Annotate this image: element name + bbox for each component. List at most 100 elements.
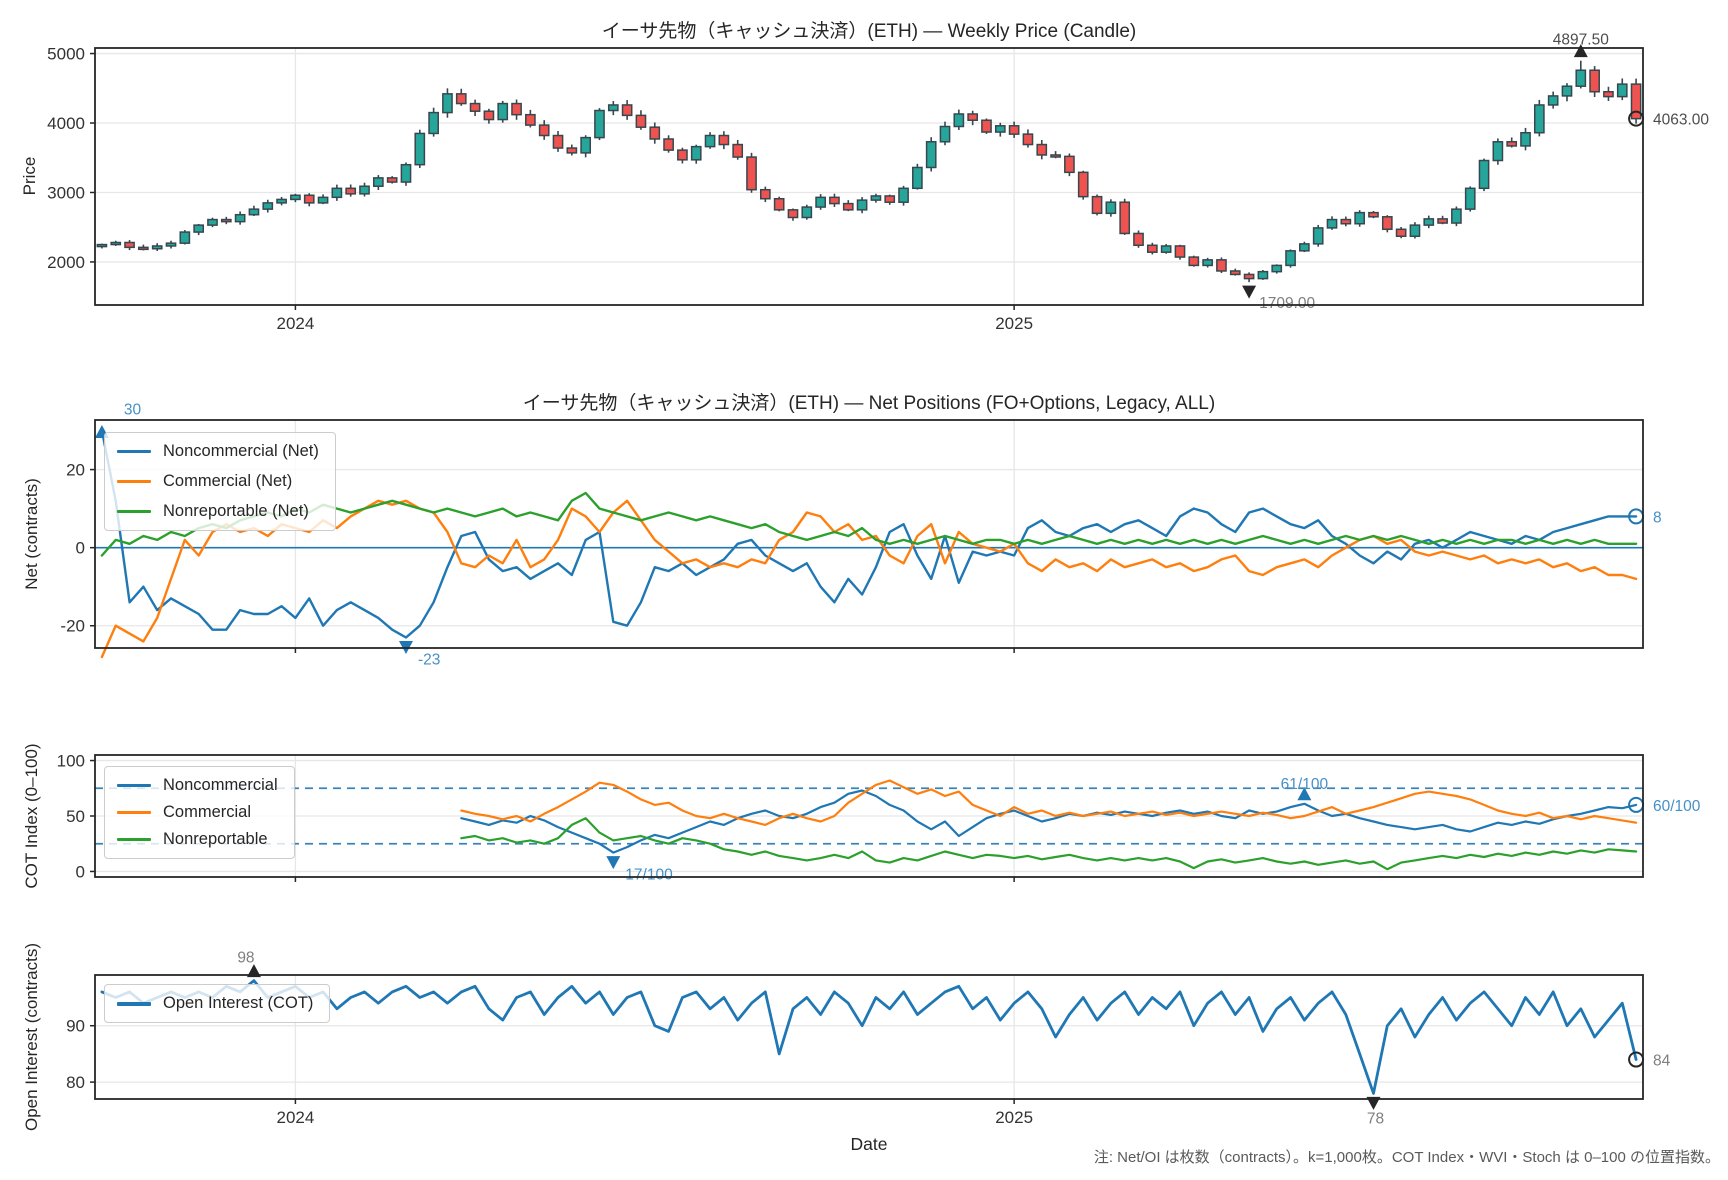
annotation-text: -23 xyxy=(418,651,440,668)
axes-border xyxy=(94,419,1644,649)
annotation-text: 0 xyxy=(76,539,85,558)
annotation-text: 5000 xyxy=(47,45,85,64)
commercial-line xyxy=(460,779,1638,826)
candle-down xyxy=(483,110,495,121)
annotation-text: 78 xyxy=(1367,1110,1384,1127)
price-y-axis-label: Price xyxy=(20,156,39,196)
annotation-text: 2024 xyxy=(276,314,314,333)
candle-down xyxy=(1022,133,1034,146)
annotation-text: 8 xyxy=(1653,509,1662,526)
legend-label: Nonreportable (Net) xyxy=(163,502,309,520)
candle-up xyxy=(898,187,909,203)
annotation-text: 2000 xyxy=(47,253,85,272)
x-axis-label: Date xyxy=(850,1134,888,1154)
candle-down xyxy=(386,177,398,183)
candle-down xyxy=(884,195,896,203)
candle-up xyxy=(290,194,301,201)
candle-down xyxy=(303,194,315,204)
candle-down xyxy=(967,113,979,121)
open-interest-legend: Open Interest (COT) xyxy=(104,984,331,1023)
candle-up xyxy=(165,242,177,247)
axes-border xyxy=(94,974,1644,1100)
candle-down xyxy=(1008,125,1020,135)
candle-up xyxy=(801,206,813,219)
commercial-line-swatch xyxy=(117,811,151,814)
candle-down xyxy=(1050,154,1061,158)
legend-label: Noncommercial (Net) xyxy=(163,442,319,460)
annotation-text: 0 xyxy=(76,862,85,881)
candle-up xyxy=(1520,131,1531,147)
candle-down xyxy=(1381,216,1393,231)
legend-row: Nonreportable xyxy=(117,829,278,850)
candle-up xyxy=(317,196,329,204)
candle-down xyxy=(538,124,550,137)
price-chart-title: イーサ先物（キャッシュ決済）(ETH) — Weekly Price (Cand… xyxy=(601,21,1137,42)
candle-down xyxy=(773,197,785,211)
candle-down xyxy=(220,218,232,223)
annotation-text: 4063.00 xyxy=(1653,112,1709,129)
axes-border xyxy=(94,754,1644,878)
candle-up xyxy=(607,104,619,112)
candle-up xyxy=(1257,270,1269,280)
candle-up xyxy=(414,132,426,166)
peak-marker-icon xyxy=(1297,787,1312,801)
annotation-text: 2024 xyxy=(276,1108,314,1127)
cot-index-legend: Noncommercial Commercial Nonreportable xyxy=(104,766,295,859)
candle-down xyxy=(1368,211,1379,218)
candle-up xyxy=(1561,85,1573,97)
candle-down xyxy=(469,102,481,112)
open-interest-line-swatch xyxy=(117,1001,151,1006)
candle-down xyxy=(1340,218,1352,225)
cot-index-panel: 0 50 100 17/100 61/100 60/100 xyxy=(57,752,1701,884)
candle-down xyxy=(1395,228,1407,237)
peak-marker-icon xyxy=(246,964,261,978)
candle-down xyxy=(718,134,730,146)
candle-up xyxy=(1299,243,1310,252)
candle-down xyxy=(649,126,661,140)
candle-down xyxy=(1174,245,1186,258)
annotation-text: 84 xyxy=(1653,1053,1671,1070)
annotation-text: 3000 xyxy=(47,183,85,202)
candle-down xyxy=(1229,270,1241,276)
candle-down xyxy=(732,143,744,158)
candle-up xyxy=(497,102,509,121)
candle-up xyxy=(151,245,163,250)
nonreportable-net--line xyxy=(100,491,1638,557)
annotation-text: 90 xyxy=(66,1017,85,1036)
candle-down xyxy=(1077,171,1089,198)
candle-down xyxy=(511,102,522,116)
candle-up xyxy=(594,109,605,139)
candle-down xyxy=(621,104,633,117)
cot-index-y-axis-label: COT Index (0–100) xyxy=(22,743,41,889)
price-panel: 2000 3000 4000 5000 2024 2025 4897.50 1709.00 40… xyxy=(47,32,1709,333)
candle-down xyxy=(677,149,688,161)
candle-up xyxy=(580,136,592,154)
candle-up xyxy=(925,141,937,169)
candle-down xyxy=(1119,201,1131,235)
trough-marker-icon xyxy=(1242,285,1257,299)
candle-up xyxy=(1312,227,1324,245)
candle-up xyxy=(690,145,702,161)
noncommercial-net--line xyxy=(100,429,1638,639)
annotation-text: 98 xyxy=(237,950,254,967)
candle-up xyxy=(1202,259,1213,267)
net-positions-chart-title: イーサ先物（キャッシュ決済）(ETH) — Net Positions (FO+… xyxy=(522,393,1216,414)
annotation-text: 80 xyxy=(66,1073,85,1092)
annotation-text: 50 xyxy=(66,807,85,826)
candle-up xyxy=(1160,245,1172,253)
candle-up xyxy=(442,93,453,114)
candle-up xyxy=(1464,187,1476,210)
candle-up xyxy=(262,202,274,210)
candle-up xyxy=(1492,141,1504,162)
legend-row: Commercial (Net) xyxy=(117,471,319,492)
candle-up xyxy=(276,198,287,204)
candle-up xyxy=(912,166,923,190)
candle-up xyxy=(1409,224,1421,237)
candle-down xyxy=(138,246,149,251)
legend-label: Noncommercial xyxy=(163,776,278,794)
noncommercial-line xyxy=(460,789,1638,854)
candle-up xyxy=(1271,264,1283,273)
candle-down xyxy=(842,202,854,211)
candle-up xyxy=(428,111,439,135)
